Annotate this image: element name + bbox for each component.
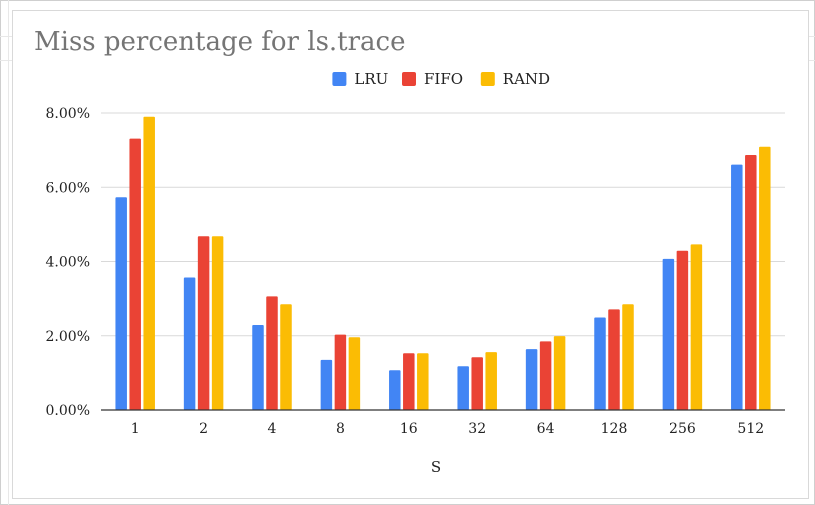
x-tick-label: 8 [336, 421, 345, 437]
legend-swatch-lru [332, 72, 347, 86]
bar-lru-32[interactable] [457, 366, 469, 410]
bar-rand-32[interactable] [485, 352, 497, 410]
bar-fifo-16[interactable] [403, 353, 415, 410]
bar-lru-512[interactable] [731, 164, 743, 410]
bar-lru-1[interactable] [115, 197, 127, 410]
x-tick-label: 64 [537, 421, 555, 437]
x-tick-label: 128 [601, 421, 628, 437]
bar-rand-256[interactable] [690, 244, 703, 410]
x-tick-label: 16 [400, 421, 418, 437]
y-tick-label: 6.00% [46, 180, 90, 196]
legend-label-fifo[interactable]: FIFO [424, 70, 463, 88]
bar-lru-8[interactable] [320, 359, 333, 410]
legend-label-lru[interactable]: LRU [354, 70, 388, 88]
bars [115, 116, 771, 411]
bar-fifo-4[interactable] [266, 296, 278, 410]
chart-title: Miss percentage for ls.trace [34, 27, 406, 57]
legend-swatch-rand [480, 72, 495, 86]
legend-swatch-fifo [402, 72, 416, 86]
x-tick-label: 512 [737, 421, 764, 437]
bar-rand-64[interactable] [553, 336, 566, 410]
y-tick-label: 4.00% [46, 255, 90, 271]
bar-rand-512[interactable] [759, 146, 771, 410]
bar-fifo-1[interactable] [129, 138, 141, 410]
bar-lru-256[interactable] [662, 258, 675, 410]
bar-fifo-8[interactable] [334, 334, 347, 410]
bar-rand-8[interactable] [348, 337, 361, 410]
y-tick-label: 8.00% [46, 106, 90, 122]
x-tick-label: 2 [199, 421, 208, 437]
x-tick-label: 1 [131, 421, 140, 437]
legend-label-rand[interactable]: RAND [503, 70, 550, 88]
bar-fifo-128[interactable] [608, 309, 620, 410]
bar-rand-16[interactable] [417, 353, 429, 410]
y-tick-label: 0.00% [46, 403, 90, 419]
bar-lru-4[interactable] [252, 324, 264, 410]
bar-fifo-32[interactable] [471, 357, 483, 410]
bar-lru-2[interactable] [183, 277, 196, 410]
sheet-gridline [8, 0, 9, 505]
bar-lru-16[interactable] [389, 370, 401, 410]
bar-rand-128[interactable] [622, 304, 634, 410]
bar-fifo-256[interactable] [676, 250, 689, 410]
bar-lru-64[interactable] [525, 349, 538, 410]
bar-rand-4[interactable] [280, 304, 292, 410]
bar-lru-128[interactable] [594, 317, 606, 410]
x-tick-label: 4 [268, 421, 277, 437]
bar-fifo-512[interactable] [745, 154, 757, 410]
x-tick-label: 256 [669, 421, 696, 437]
x-tick-label: 32 [468, 421, 486, 437]
chart-area[interactable]: Miss percentage for ls.trace LRU FIFO RAND… [12, 10, 809, 499]
x-axis-ticks: 1 2 4 8 16 32 64 128 256 512 [131, 421, 764, 437]
y-axis-ticks: 0.00% 2.00% 4.00% 6.00% 8.00% [46, 106, 90, 419]
bar-fifo-2[interactable] [197, 236, 210, 410]
bar-rand-2[interactable] [211, 236, 224, 410]
bar-rand-1[interactable] [143, 116, 155, 411]
x-axis-label: S [431, 458, 441, 476]
y-tick-label: 2.00% [46, 329, 90, 345]
bar-fifo-64[interactable] [539, 341, 552, 410]
legend: LRU FIFO RAND [332, 70, 550, 88]
bar-chart: Miss percentage for ls.trace LRU FIFO RAND… [34, 27, 785, 476]
